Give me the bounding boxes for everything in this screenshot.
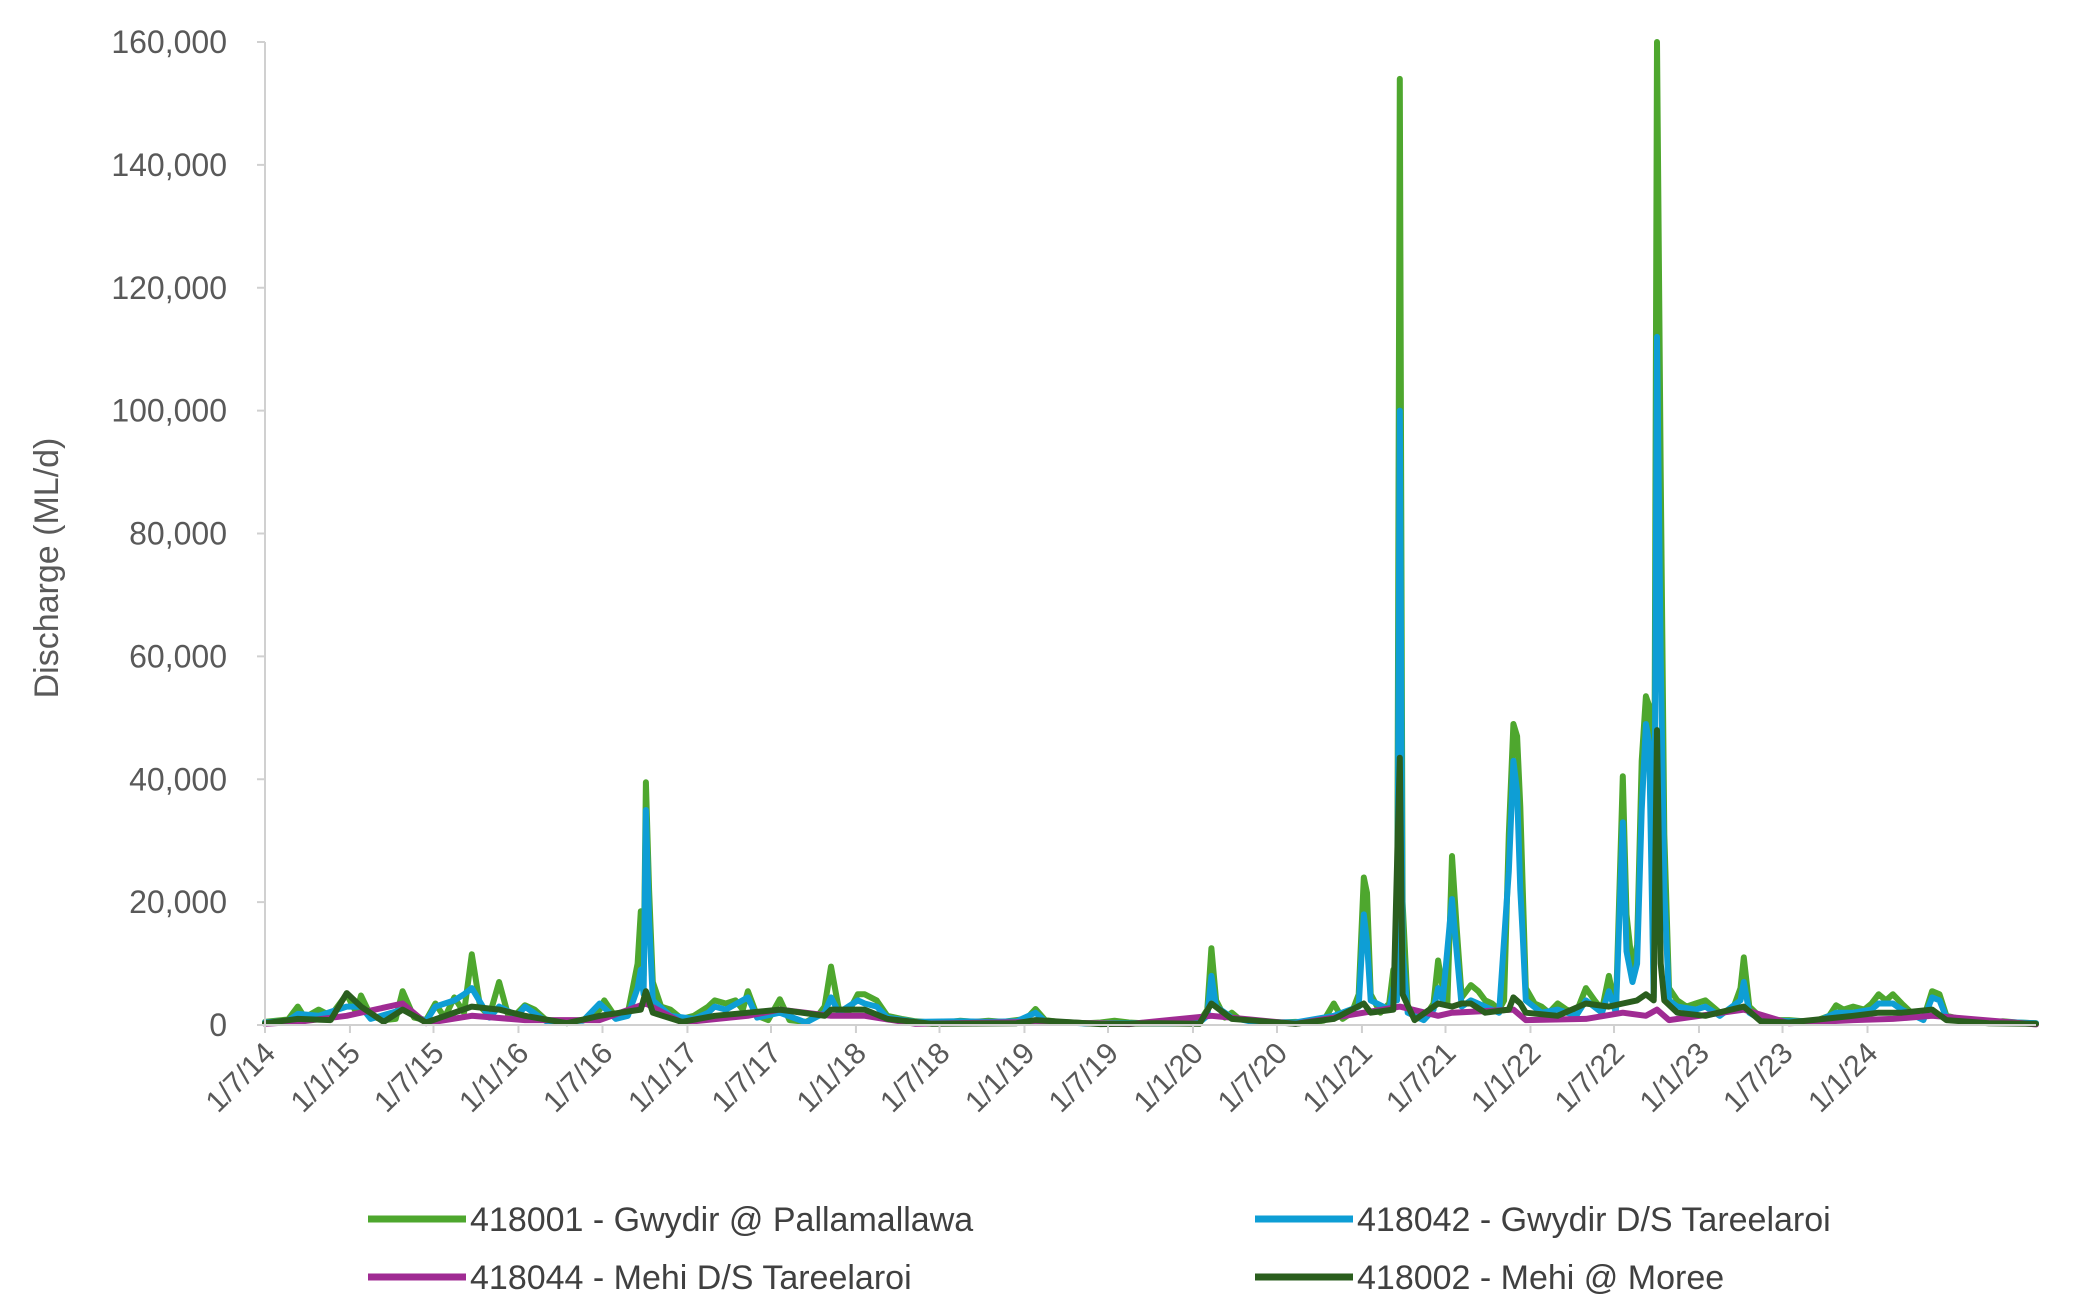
x-tick-label: 1/1/15 — [285, 1037, 367, 1119]
legend-label-4: 418002 - Mehi @ Moree — [1357, 1259, 1724, 1297]
y-tick-label: 100,000 — [111, 393, 227, 429]
x-tick-label: 1/7/14 — [200, 1037, 282, 1119]
y-tick-label: 40,000 — [129, 761, 227, 797]
x-tick-label: 1/1/19 — [959, 1037, 1041, 1119]
series-line-1 — [262, 39, 2039, 1027]
y-axis-title: Discharge (ML/d) — [28, 438, 66, 699]
y-tick-label: 0 — [209, 1007, 227, 1043]
x-tick-label: 1/1/21 — [1297, 1037, 1379, 1119]
y-tick-label: 20,000 — [129, 884, 227, 920]
x-tick-label: 1/7/23 — [1717, 1037, 1799, 1119]
x-tick-label: 1/1/17 — [622, 1037, 704, 1119]
x-tick-label: 1/1/18 — [791, 1037, 873, 1119]
x-tick-label: 1/7/18 — [874, 1037, 956, 1119]
x-tick-label: 1/7/17 — [706, 1037, 788, 1119]
series-line-2 — [262, 333, 2039, 1027]
x-axis-ticks: 1/7/14 1/1/15 1/7/15 1/1/16 1/7/16 1/1/17 1/7/… — [200, 1025, 1884, 1119]
x-tick-label: 1/7/22 — [1549, 1037, 1631, 1119]
y-tick-label: 160,000 — [111, 24, 227, 60]
plot-series-lines — [262, 39, 2039, 1028]
x-tick-label: 1/1/24 — [1802, 1037, 1884, 1119]
x-tick-label: 1/1/23 — [1634, 1037, 1716, 1119]
x-tick-label: 1/1/20 — [1128, 1037, 1210, 1119]
x-tick-label: 1/7/21 — [1380, 1037, 1462, 1119]
series-line-4 — [262, 727, 2039, 1028]
x-tick-label: 1/7/20 — [1212, 1037, 1294, 1119]
legend-label-2: 418042 - Gwydir D/S Tareelaroi — [1357, 1201, 1831, 1239]
x-tick-label: 1/7/19 — [1043, 1037, 1125, 1119]
y-axis-ticks: 0 20,000 40,000 60,000 80,000 100,000 120,000 1… — [111, 24, 265, 1043]
x-tick-label: 1/7/15 — [368, 1037, 450, 1119]
y-tick-label: 120,000 — [111, 270, 227, 306]
y-tick-label: 60,000 — [129, 638, 227, 674]
legend: 418001 - Gwydir @ Pallamallawa 418042 - G… — [368, 1201, 1831, 1297]
x-tick-label: 1/1/16 — [453, 1037, 535, 1119]
legend-label-3: 418044 - Mehi D/S Tareelaroi — [470, 1259, 912, 1297]
x-tick-label: 1/7/16 — [537, 1037, 619, 1119]
x-tick-label: 1/1/22 — [1465, 1037, 1547, 1119]
y-tick-label: 140,000 — [111, 147, 227, 183]
legend-label-1: 418001 - Gwydir @ Pallamallawa — [470, 1201, 973, 1239]
y-tick-label: 80,000 — [129, 516, 227, 552]
